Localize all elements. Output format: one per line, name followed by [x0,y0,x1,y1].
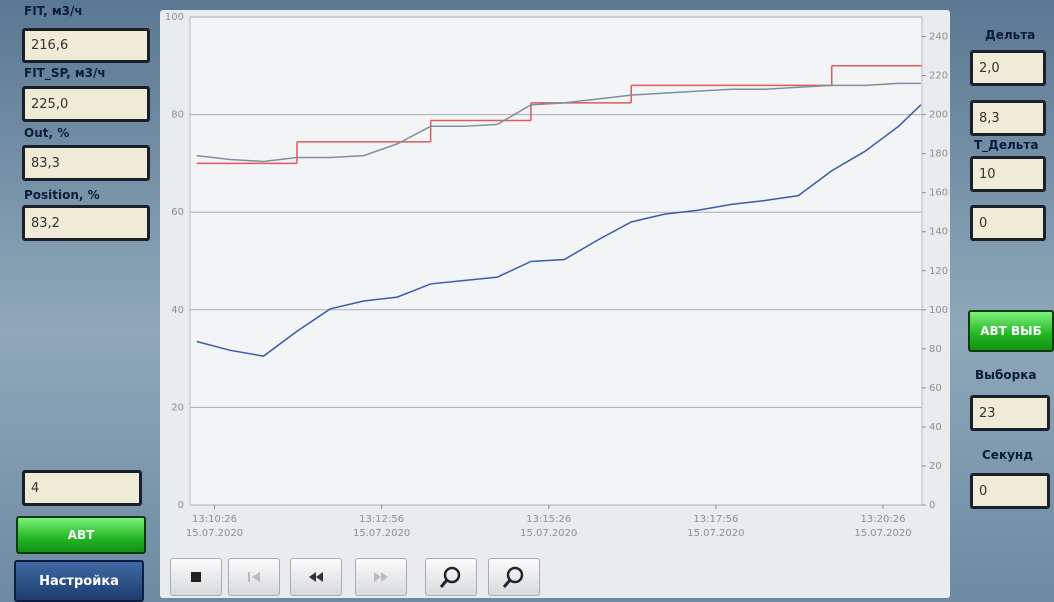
value-field[interactable]: 23 [970,395,1050,431]
trend-panel: 0 20 40 60 80 100 0 20 40 60 80 100 120 140 160 180 200 2… [160,10,950,598]
value-field[interactable]: 0 [970,473,1050,509]
field-label: Секунд [982,448,1033,462]
field-label: Выборка [975,368,1036,382]
counter-field[interactable]: 4 [22,470,142,506]
field-label: FIT_SP, м3/ч [24,66,106,80]
y2-tick-label: 20 [929,461,942,472]
value-field[interactable]: 225,0 [22,86,150,122]
y2-tick-label: 240 [929,32,948,43]
value-field[interactable]: 10 [970,156,1046,192]
y2-tick-label: 140 [929,227,948,238]
y2-tick-label: 0 [929,500,935,511]
value-field[interactable]: 216,6 [22,28,150,63]
field-label: Дельта [985,28,1035,42]
y2-tick-label: 100 [929,305,948,316]
trend-chart: 0 20 40 60 80 100 0 20 40 60 80 100 120 140 160 180 200 2… [160,10,950,545]
first-button[interactable] [228,558,280,596]
value-field[interactable]: 2,0 [970,50,1046,86]
hmi-screen: FIT, м3/ч 216,6 FIT_SP, м3/ч 225,0 Out, … [0,0,1054,602]
y2-tick-label: 80 [929,344,942,355]
field-label: T_Дельта [974,138,1038,152]
y2-tick-label: 60 [929,383,942,394]
stop-button[interactable] [170,558,222,596]
y2-tick-label: 160 [929,188,948,199]
value-field[interactable]: 8,3 [970,100,1046,136]
value-field[interactable]: 83,2 [22,205,150,241]
x-tick-label: 13:12:56 15.07.2020 [337,513,427,541]
zoom-out-button[interactable] [488,558,540,596]
y-tick-label: 60 [171,207,184,218]
y-tick-label: 100 [165,12,184,23]
y-tick-label: 80 [171,110,184,121]
y2-tick-label: 120 [929,266,948,277]
plot-area [190,17,922,505]
x-tick-label: 13:20:26 15.07.2020 [838,513,928,541]
settings-button[interactable]: Настройка [14,560,144,602]
back-button[interactable] [290,558,342,596]
y-tick-label: 0 [178,500,184,511]
y2-tick-label: 180 [929,149,948,160]
y2-tick-label: 220 [929,71,948,82]
auto-button[interactable]: АВТ [16,516,146,554]
x-tick-label: 13:15:26 15.07.2020 [504,513,594,541]
zoom-in-button[interactable] [425,558,477,596]
auto-select-button[interactable]: АВТ ВЫБ [968,310,1054,352]
field-label: FIT, м3/ч [24,4,83,18]
y2-tick-label: 200 [929,110,948,121]
value-field[interactable]: 0 [970,205,1046,241]
forward-button[interactable] [355,558,407,596]
x-tick-label: 13:10:26 15.07.2020 [170,513,260,541]
y-tick-label: 40 [171,305,184,316]
field-label: Out, % [24,126,69,140]
value-field[interactable]: 83,3 [22,145,150,181]
field-label: Position, % [24,188,100,202]
y2-tick-label: 40 [929,422,942,433]
y-tick-label: 20 [171,402,184,413]
x-tick-label: 13:17:56 15.07.2020 [671,513,761,541]
